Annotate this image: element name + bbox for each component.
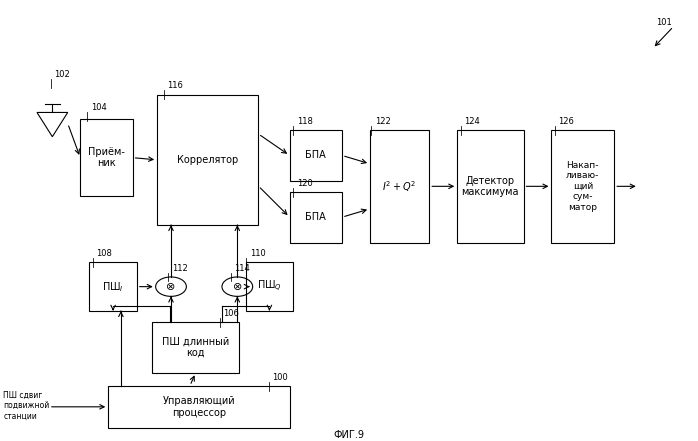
Text: 104: 104 bbox=[91, 104, 107, 112]
Bar bbox=[551, 130, 614, 243]
Text: 102: 102 bbox=[54, 71, 70, 79]
Text: 116: 116 bbox=[168, 82, 184, 90]
Text: БПА: БПА bbox=[306, 150, 326, 161]
Text: 122: 122 bbox=[375, 117, 391, 126]
Text: 124: 124 bbox=[464, 117, 480, 126]
Text: Управляющий
процессор: Управляющий процессор bbox=[163, 396, 235, 418]
Bar bbox=[80, 119, 133, 196]
Text: ПШ сдвиг
подвижной
станции: ПШ сдвиг подвижной станции bbox=[3, 391, 50, 421]
Text: Детектор
максимума: Детектор максимума bbox=[461, 176, 519, 197]
Bar bbox=[108, 386, 290, 428]
Text: БПА: БПА bbox=[306, 212, 326, 222]
Text: 114: 114 bbox=[235, 264, 251, 273]
Text: 126: 126 bbox=[558, 117, 574, 126]
Text: $I^2+Q^2$: $I^2+Q^2$ bbox=[383, 179, 417, 194]
Text: 110: 110 bbox=[250, 249, 266, 258]
Text: 101: 101 bbox=[656, 18, 672, 26]
Bar bbox=[89, 262, 137, 311]
Text: 118: 118 bbox=[297, 117, 313, 126]
Text: Коррелятор: Коррелятор bbox=[177, 155, 238, 165]
Text: Приём-
ник: Приём- ник bbox=[88, 147, 125, 168]
Text: ПШ$_Q$: ПШ$_Q$ bbox=[257, 279, 282, 294]
Text: ⊗: ⊗ bbox=[232, 282, 242, 292]
Bar bbox=[290, 130, 342, 181]
Text: ПШ$_I$: ПШ$_I$ bbox=[102, 280, 124, 294]
Text: 120: 120 bbox=[297, 179, 313, 188]
Text: 112: 112 bbox=[172, 264, 188, 273]
Bar bbox=[370, 130, 429, 243]
Text: ⊗: ⊗ bbox=[166, 282, 176, 292]
Bar bbox=[457, 130, 524, 243]
Text: ПШ длинный
код: ПШ длинный код bbox=[162, 336, 230, 358]
Bar bbox=[157, 95, 258, 225]
Bar bbox=[246, 262, 293, 311]
Text: 100: 100 bbox=[272, 374, 288, 382]
Text: Накап-
ливаю-
щий
сум-
матор: Накап- ливаю- щий сум- матор bbox=[566, 161, 600, 212]
Text: ФИГ.9: ФИГ.9 bbox=[334, 430, 364, 440]
Bar bbox=[290, 192, 342, 243]
Text: 106: 106 bbox=[223, 310, 239, 318]
Text: 108: 108 bbox=[96, 249, 112, 258]
Bar bbox=[152, 322, 239, 373]
